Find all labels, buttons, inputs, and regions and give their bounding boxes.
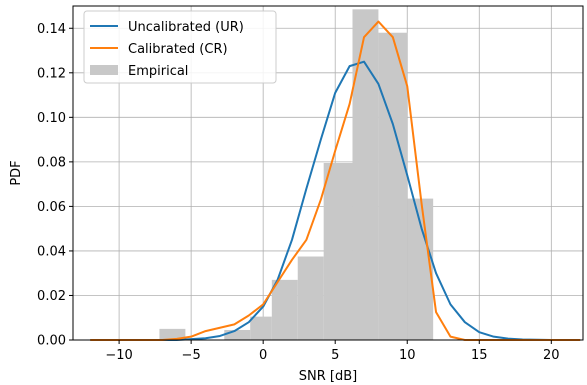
- y-tick-label: 0.00: [37, 334, 66, 349]
- histogram-bars: [159, 9, 434, 341]
- histogram-bar: [323, 162, 353, 340]
- x-tick-label: −10: [105, 348, 132, 363]
- legend-label-calibrated: Calibrated (CR): [128, 42, 228, 57]
- y-tick-label: 0.06: [37, 200, 66, 215]
- y-tick-label: 0.14: [37, 22, 66, 37]
- series-line-calibrated: [90, 20, 581, 341]
- x-axis-label: SNR [dB]: [299, 369, 357, 384]
- legend-label-empirical: Empirical: [128, 64, 188, 79]
- y-tick-label: 0.02: [37, 289, 66, 304]
- y-tick-label: 0.10: [37, 111, 66, 126]
- y-tick-label: 0.04: [37, 244, 66, 259]
- legend-box: [83, 10, 277, 84]
- histogram-bar: [352, 9, 379, 341]
- x-tick-label: −5: [182, 348, 201, 363]
- x-tick-label: 0: [259, 348, 267, 363]
- legend: Uncalibrated (UR) Calibrated (CR) Empiri…: [83, 10, 277, 84]
- histogram-bar: [159, 328, 186, 340]
- x-tick-label: 5: [331, 348, 339, 363]
- x-tick-label: 15: [471, 348, 488, 363]
- y-tick-label: 0.08: [37, 155, 66, 170]
- series-line-uncalibrated: [90, 60, 581, 341]
- y-axis-label: PDF: [9, 160, 24, 185]
- histogram-bar: [224, 329, 251, 340]
- histogram-bar: [250, 316, 272, 340]
- histogram-bar: [271, 279, 298, 340]
- legend-label-uncalibrated: Uncalibrated (UR): [128, 20, 244, 35]
- y-tick-label: 0.12: [37, 66, 66, 81]
- histogram-bar: [297, 256, 324, 340]
- legend-swatch-empirical: [90, 65, 118, 75]
- x-tick-label: 10: [399, 348, 416, 363]
- series-lines: [90, 20, 581, 341]
- x-tick-label: 20: [543, 348, 560, 363]
- histogram-bar: [378, 32, 408, 340]
- plot-frame: [72, 5, 584, 341]
- axis-ticks: −10 −5 0 5 10 15 20 0.00 0.02 0.04 0.06 0.08 0.10 0.1…: [37, 22, 560, 363]
